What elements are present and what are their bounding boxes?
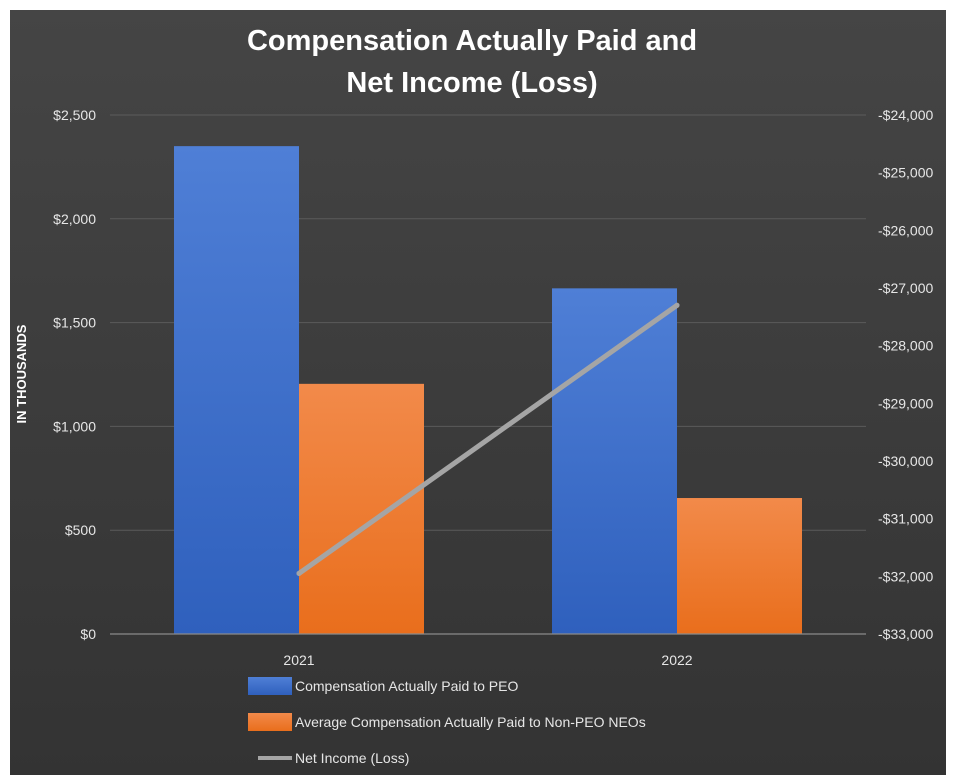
y2-tick-label: -$32,000 bbox=[878, 568, 933, 584]
bar-series bbox=[174, 146, 802, 634]
x-axis-ticks: 2021 2022 bbox=[283, 652, 692, 668]
y-tick-label: $2,000 bbox=[53, 211, 96, 227]
y2-tick-label: -$26,000 bbox=[878, 222, 933, 238]
y-tick-label: $500 bbox=[65, 522, 96, 538]
x-tick-label: 2021 bbox=[283, 652, 314, 668]
y-axis-label: IN THOUSANDS bbox=[14, 324, 29, 423]
line-point bbox=[674, 302, 680, 308]
y2-tick-label: -$27,000 bbox=[878, 280, 933, 296]
chart-title-line-1: Compensation Actually Paid and bbox=[247, 25, 697, 57]
y2-tick-label: -$28,000 bbox=[878, 338, 933, 354]
bar-compensation-actually-paid-to-peo-2021 bbox=[174, 146, 299, 634]
left-axis-ticks: $0 $500 $1,000 $1,500 $2,000 $2,500 bbox=[53, 107, 96, 642]
y-tick-label: $1,000 bbox=[53, 418, 96, 434]
y2-tick-label: -$29,000 bbox=[878, 395, 933, 411]
line-series bbox=[296, 302, 680, 576]
legend: Compensation Actually Paid to PEO Average… bbox=[248, 677, 646, 766]
bar-average-compensation-actually-paid-to-non-peo-neos-2022 bbox=[677, 498, 802, 634]
y2-tick-label: -$33,000 bbox=[878, 626, 933, 642]
y2-tick-label: -$25,000 bbox=[878, 165, 933, 181]
x-tick-label: 2022 bbox=[661, 652, 692, 668]
y-tick-label: $1,500 bbox=[53, 315, 96, 331]
legend-swatch bbox=[248, 677, 292, 695]
y2-tick-label: -$31,000 bbox=[878, 511, 933, 527]
y2-tick-label: -$24,000 bbox=[878, 107, 933, 123]
bar-average-compensation-actually-paid-to-non-peo-neos-2021 bbox=[299, 383, 424, 634]
legend-label: Average Compensation Actually Paid to No… bbox=[295, 714, 646, 730]
bar-compensation-actually-paid-to-peo-2022 bbox=[552, 288, 677, 634]
legend-label: Compensation Actually Paid to PEO bbox=[295, 678, 518, 694]
legend-swatch bbox=[248, 713, 292, 731]
chart-title-line-2: Net Income (Loss) bbox=[346, 67, 597, 99]
right-axis-ticks: -$33,000 -$32,000 -$31,000 -$30,000 -$29,000… bbox=[878, 107, 933, 642]
line-point bbox=[296, 570, 302, 576]
y2-tick-label: -$30,000 bbox=[878, 453, 933, 469]
legend-label: Net Income (Loss) bbox=[295, 750, 409, 766]
y-tick-label: $0 bbox=[80, 626, 96, 642]
chart-area bbox=[10, 10, 946, 775]
line-net-income-loss- bbox=[296, 302, 680, 576]
y-tick-label: $2,500 bbox=[53, 107, 96, 123]
